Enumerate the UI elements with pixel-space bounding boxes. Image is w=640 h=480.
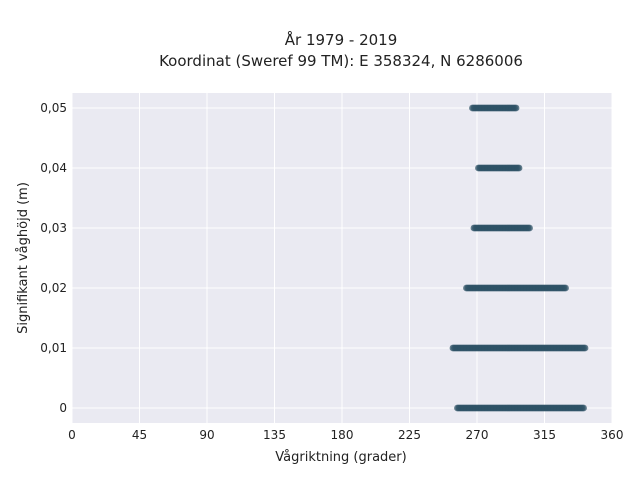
y-tick-label: 0,02 <box>40 281 67 295</box>
x-axis-label: Vågriktning (grader) <box>275 450 406 465</box>
data-point <box>562 284 569 292</box>
x-tick-label: 360 <box>601 428 624 442</box>
chart-subtitle: Koordinat (Sweref 99 TM): E 358324, N 62… <box>159 52 523 70</box>
data-point <box>580 404 587 412</box>
x-axis-ticks: 0 45 90 135 180 225 270 315 360 <box>68 428 623 442</box>
x-tick-label: 90 <box>199 428 214 442</box>
y-axis-label: Signifikant våghöjd (m) <box>16 182 31 334</box>
data-points <box>449 104 589 412</box>
x-tick-label: 45 <box>132 428 147 442</box>
y-tick-label: 0,01 <box>40 341 67 355</box>
y-tick-label: 0,04 <box>40 161 67 175</box>
y-tick-label: 0,03 <box>40 221 67 235</box>
data-point <box>581 344 589 352</box>
x-tick-label: 270 <box>466 428 489 442</box>
data-point <box>526 224 533 232</box>
y-axis-ticks: 0 0,01 0,02 0,03 0,04 0,05 <box>40 101 67 415</box>
y-tick-label: 0,05 <box>40 101 67 115</box>
data-point <box>515 164 523 172</box>
data-point <box>512 104 520 112</box>
y-tick-label: 0 <box>59 401 67 415</box>
x-tick-label: 315 <box>533 428 556 442</box>
x-tick-label: 135 <box>263 428 286 442</box>
x-tick-label: 225 <box>398 428 421 442</box>
x-tick-label: 180 <box>331 428 354 442</box>
x-tick-label: 0 <box>68 428 76 442</box>
chart-title: År 1979 - 2019 <box>285 30 398 49</box>
